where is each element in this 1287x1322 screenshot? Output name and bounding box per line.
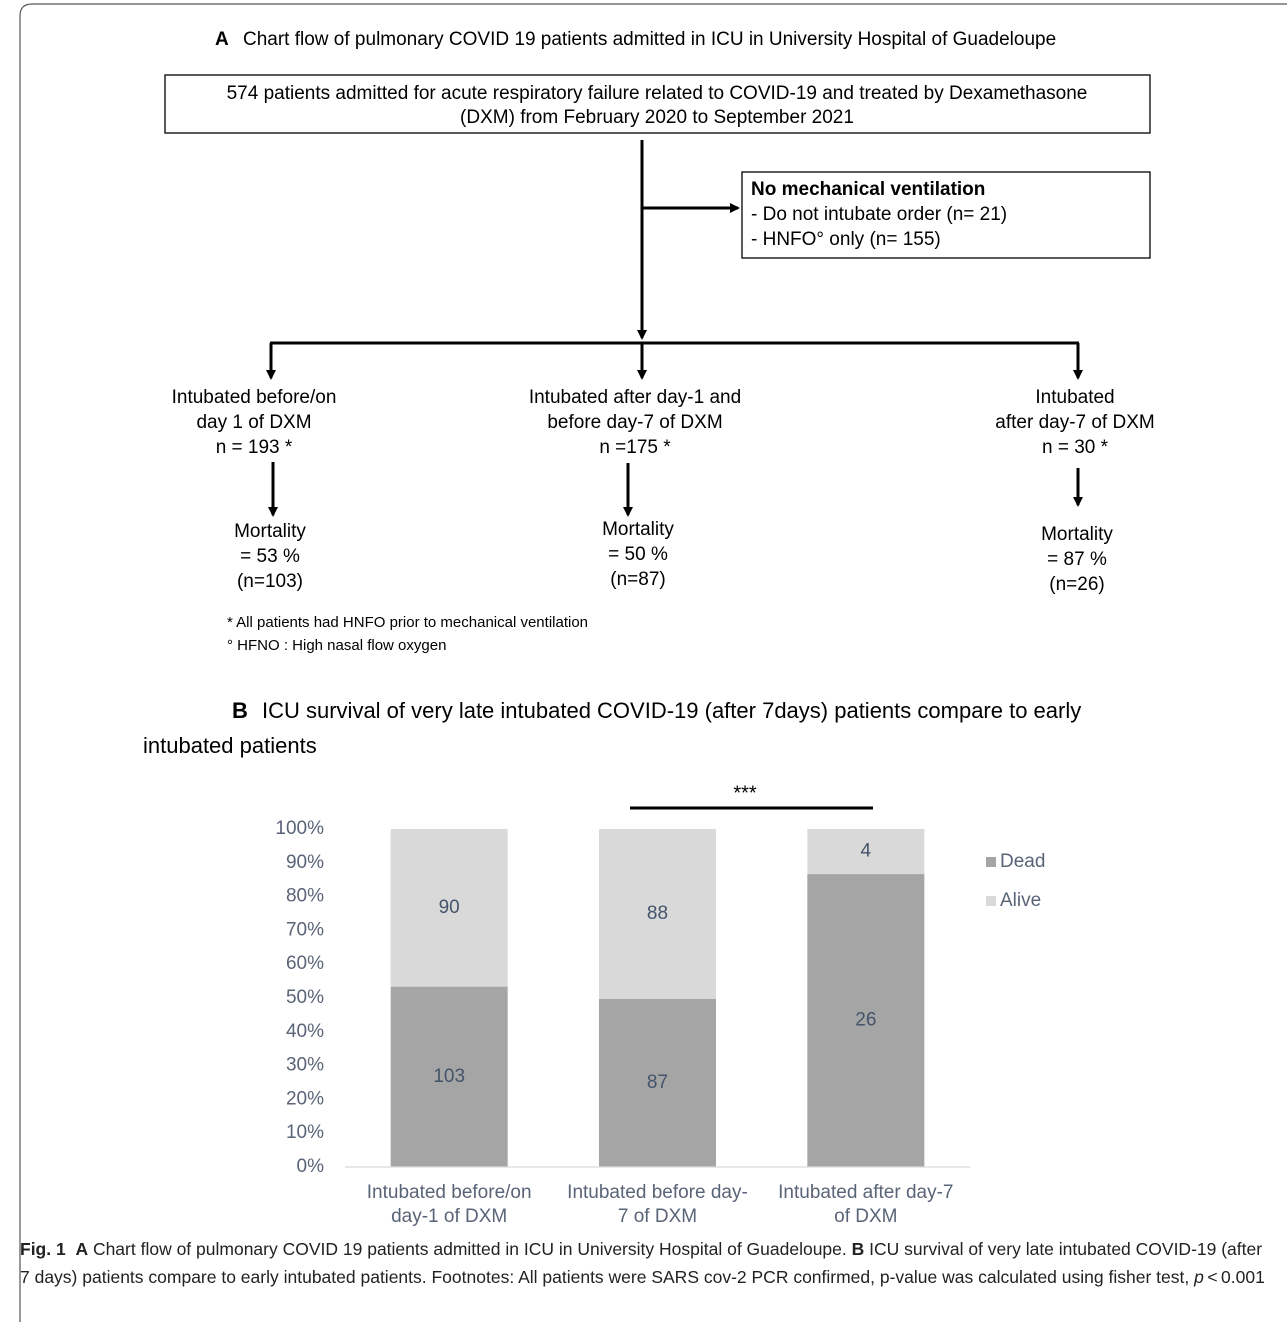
data-label: 4 <box>861 841 872 862</box>
y-tick-label: 50% <box>286 987 324 1008</box>
box-text: (DXM) from February 2020 to September 20… <box>460 107 854 128</box>
group-label: n = 193 * <box>216 437 293 458</box>
y-tick-label: 90% <box>286 852 324 873</box>
x-tick-label: Intubated after day-7 <box>778 1182 953 1203</box>
group-outcome: (n=103) <box>237 571 303 592</box>
box-text: 574 patients admitted for acute respirat… <box>227 83 1088 104</box>
bar-segment <box>599 829 716 999</box>
footnote: ° HFNO : High nasal flow oxygen <box>227 637 446 654</box>
bar-segment <box>807 829 925 875</box>
caption-letter: A <box>75 1239 89 1259</box>
legend-label: Dead <box>1000 851 1045 872</box>
group-outcome: (n=26) <box>1049 574 1104 595</box>
group-outcome: = 50 % <box>608 544 668 565</box>
data-label: 88 <box>647 903 668 924</box>
group-label: Intubated before/on <box>172 387 337 408</box>
section-letter: A <box>215 29 229 50</box>
caption-text: Chart flow of pulmonary COVID 19 patient… <box>88 1239 852 1259</box>
section-title: ICU survival of very late intubated COVI… <box>262 698 1081 723</box>
y-tick-label: 30% <box>286 1055 324 1076</box>
legend-label: Alive <box>1000 890 1041 911</box>
box-text: - Do not intubate order (n= 21) <box>751 204 1007 225</box>
y-tick-label: 20% <box>286 1088 324 1109</box>
group-label: after day-7 of DXM <box>995 412 1154 433</box>
caption-letter: B <box>851 1239 865 1259</box>
x-tick-label: day-1 of DXM <box>391 1206 507 1227</box>
data-label: 26 <box>855 1010 876 1031</box>
caption-text: p <box>1194 1267 1204 1287</box>
y-tick-label: 80% <box>286 886 324 907</box>
start-box <box>164 74 1151 134</box>
legend-swatch <box>986 857 996 867</box>
caption: Fig. 1 A Chart flow of pulmonary COVID 1… <box>20 1235 1270 1291</box>
y-tick-label: 40% <box>286 1021 324 1042</box>
bar-segment <box>807 874 925 1167</box>
group-label: n =175 * <box>599 437 671 458</box>
data-label: 103 <box>433 1066 465 1087</box>
y-tick-label: 70% <box>286 919 324 940</box>
box-heading: No mechanical ventilation <box>751 179 985 200</box>
group-label: before day-7 of DXM <box>547 412 722 433</box>
chart: 0% 10% 20% 30% 40% 50% 60% 70% 80% 90% 100% 103 90 In… <box>275 782 1045 1227</box>
bar-segment <box>390 986 508 1167</box>
group-label: Intubated after day-1 and <box>529 387 741 408</box>
caption-label: Fig. 1 <box>20 1239 66 1259</box>
group-outcome: = 87 % <box>1047 549 1107 570</box>
caption-text: < 0.001 <box>1203 1267 1265 1287</box>
significance-label: *** <box>733 782 757 804</box>
group-label: Intubated <box>1035 387 1114 408</box>
legend-swatch <box>986 896 996 906</box>
group-label: n = 30 * <box>1042 437 1109 458</box>
data-label: 90 <box>439 897 460 918</box>
x-tick-label: 7 of DXM <box>618 1206 697 1227</box>
section-title: intubated patients <box>143 733 317 758</box>
caption-text: ICU survival of very late intubated COVI… <box>20 1239 1263 1287</box>
group-outcome: = 53 % <box>240 546 300 567</box>
group-label: day 1 of DXM <box>196 412 311 433</box>
section-letter: B <box>232 698 248 723</box>
group-outcome: Mortality <box>602 519 674 540</box>
x-tick-label: of DXM <box>834 1206 897 1227</box>
y-tick-label: 100% <box>275 818 324 839</box>
x-tick-label: Intubated before/on <box>367 1182 532 1203</box>
group-outcome: Mortality <box>234 521 306 542</box>
figure-frame <box>19 3 1287 1322</box>
group-outcome: Mortality <box>1041 524 1113 545</box>
bar-segment <box>390 829 508 987</box>
section-title: Chart flow of pulmonary COVID 19 patient… <box>243 29 1056 50</box>
y-tick-label: 60% <box>286 953 324 974</box>
groups: Intubated before/on day 1 of DXM n = 193 *… <box>172 387 1155 595</box>
footnote: * All patients had HNFO prior to mechani… <box>227 614 588 631</box>
y-tick-label: 10% <box>286 1122 324 1143</box>
data-label: 87 <box>647 1072 668 1093</box>
box-text: - HNFO° only (n= 155) <box>751 229 941 250</box>
bar-segment <box>599 998 716 1167</box>
excluded-box <box>741 171 1151 259</box>
group-outcome: (n=87) <box>610 569 665 590</box>
y-tick-label: 0% <box>297 1156 325 1177</box>
x-tick-label: Intubated before day- <box>567 1182 748 1203</box>
